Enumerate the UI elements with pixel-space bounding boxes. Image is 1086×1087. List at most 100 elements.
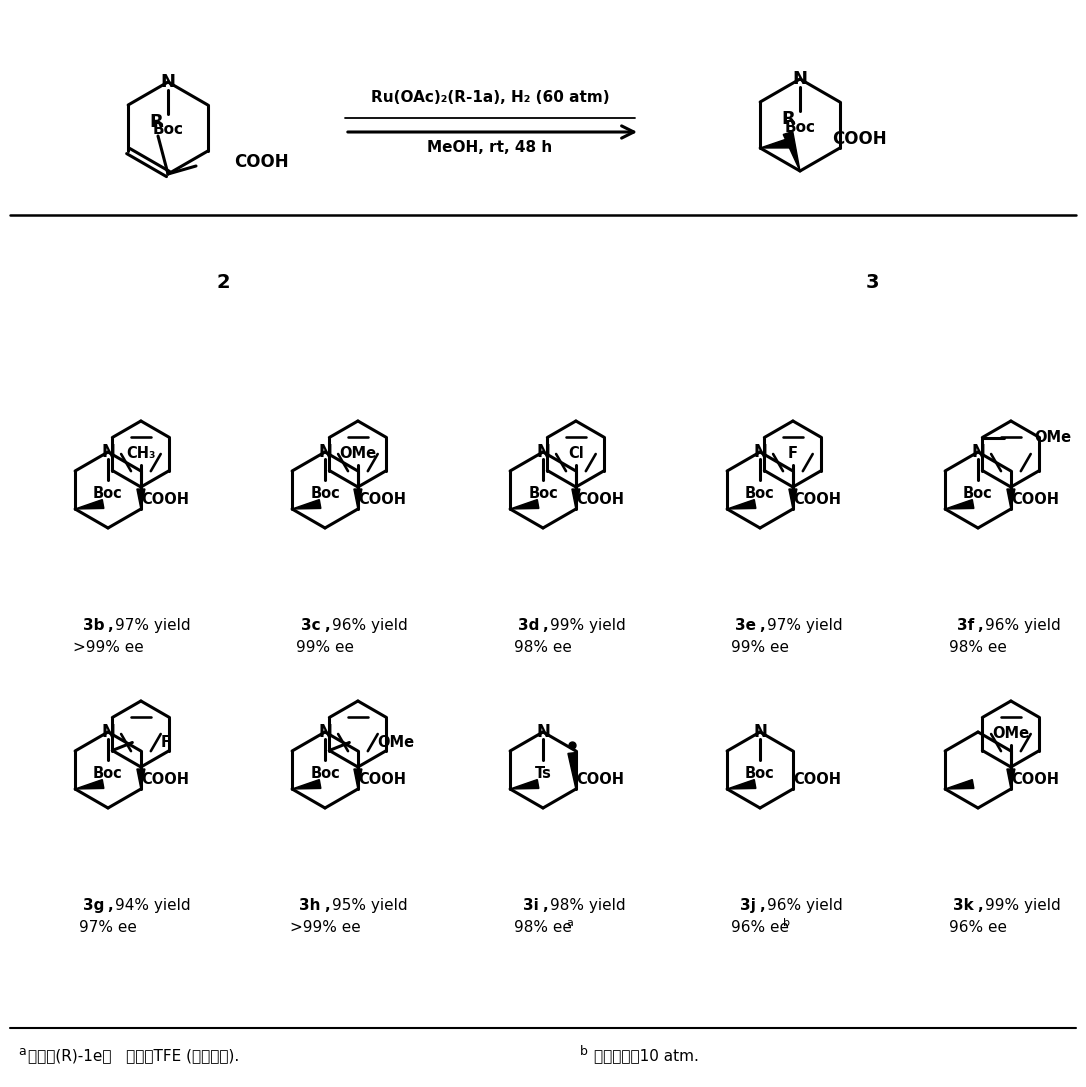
Text: Ts: Ts	[534, 766, 552, 782]
Text: 3i: 3i	[523, 898, 539, 913]
Polygon shape	[510, 779, 539, 789]
Polygon shape	[354, 769, 362, 789]
Text: 3: 3	[866, 274, 879, 292]
Text: Boc: Boc	[93, 766, 123, 782]
Text: 2: 2	[216, 274, 230, 292]
Text: Boc: Boc	[963, 487, 993, 501]
Polygon shape	[137, 489, 144, 509]
Text: 96% ee: 96% ee	[731, 920, 790, 935]
Text: 97% ee: 97% ee	[79, 920, 137, 935]
Text: ,: ,	[542, 898, 547, 913]
Text: ,: ,	[324, 619, 330, 633]
Text: 3j: 3j	[741, 898, 756, 913]
Text: ,: ,	[542, 619, 547, 633]
Polygon shape	[75, 500, 104, 509]
Polygon shape	[1007, 769, 1015, 789]
Text: CH₃: CH₃	[126, 446, 155, 461]
Text: COOH: COOH	[1011, 773, 1059, 787]
Polygon shape	[292, 779, 320, 789]
Text: N: N	[753, 723, 767, 741]
Text: Boc: Boc	[152, 123, 184, 137]
Text: 3h: 3h	[300, 898, 321, 913]
Text: Boc: Boc	[784, 120, 816, 135]
Text: Cl: Cl	[568, 446, 584, 461]
Text: 97% yield: 97% yield	[767, 619, 843, 633]
Text: COOH: COOH	[1011, 492, 1059, 508]
Text: 96% yield: 96% yield	[985, 619, 1061, 633]
Text: COOH: COOH	[358, 773, 406, 787]
Text: F: F	[161, 735, 171, 750]
Text: 98% ee: 98% ee	[514, 920, 572, 935]
Text: 94% yield: 94% yield	[115, 898, 191, 913]
Text: 3k: 3k	[954, 898, 974, 913]
Text: 配体为(R)-1e，   溶剂为TFE (三氟乙醇).: 配体为(R)-1e， 溶剂为TFE (三氟乙醇).	[28, 1048, 239, 1063]
Text: Boc: Boc	[311, 766, 340, 782]
Text: OMe: OMe	[1034, 430, 1072, 445]
Text: 96% ee: 96% ee	[949, 920, 1007, 935]
Text: COOH: COOH	[793, 773, 841, 787]
Text: Ru(OAc)₂(R-1a), H₂ (60 atm): Ru(OAc)₂(R-1a), H₂ (60 atm)	[370, 90, 609, 105]
Text: 3g: 3g	[83, 898, 104, 913]
Text: a: a	[567, 919, 573, 928]
Text: 3b: 3b	[83, 619, 104, 633]
Text: 3c: 3c	[302, 619, 321, 633]
Text: COOH: COOH	[233, 153, 289, 171]
Text: a: a	[18, 1045, 26, 1058]
Polygon shape	[1007, 489, 1015, 509]
Text: 98% yield: 98% yield	[550, 898, 626, 913]
Text: >99% ee: >99% ee	[290, 920, 361, 935]
Text: OMe: OMe	[377, 735, 415, 750]
Text: 98% ee: 98% ee	[514, 640, 572, 655]
Text: R: R	[149, 113, 163, 132]
Text: COOH: COOH	[576, 492, 624, 508]
Text: 95% yield: 95% yield	[332, 898, 407, 913]
Text: 99% ee: 99% ee	[296, 640, 354, 655]
Polygon shape	[572, 489, 580, 509]
Text: COOH: COOH	[141, 492, 189, 508]
Text: N: N	[318, 443, 332, 461]
Text: N: N	[971, 443, 985, 461]
Text: 97% yield: 97% yield	[115, 619, 191, 633]
Polygon shape	[728, 500, 756, 509]
Polygon shape	[568, 752, 576, 789]
Text: 3f: 3f	[957, 619, 974, 633]
Text: COOH: COOH	[141, 773, 189, 787]
Text: F: F	[788, 446, 798, 461]
Polygon shape	[945, 500, 974, 509]
Text: ,: ,	[759, 898, 765, 913]
Text: 96% yield: 96% yield	[767, 898, 843, 913]
Text: OMe: OMe	[993, 725, 1030, 740]
Text: 96% yield: 96% yield	[332, 619, 407, 633]
Text: Boc: Boc	[528, 487, 558, 501]
Text: N: N	[101, 723, 115, 741]
Text: N: N	[161, 73, 176, 91]
Text: Boc: Boc	[311, 487, 340, 501]
Polygon shape	[75, 779, 104, 789]
Text: ,: ,	[977, 619, 983, 633]
Text: COOH: COOH	[832, 130, 887, 148]
Text: >99% ee: >99% ee	[73, 640, 143, 655]
Text: 99% yield: 99% yield	[550, 619, 626, 633]
Polygon shape	[510, 500, 539, 509]
Text: R: R	[781, 110, 795, 128]
Text: COOH: COOH	[793, 492, 841, 508]
Text: OMe: OMe	[339, 446, 377, 461]
Text: b: b	[783, 919, 791, 928]
Text: N: N	[793, 70, 808, 88]
Text: N: N	[753, 443, 767, 461]
Text: N: N	[536, 443, 550, 461]
Polygon shape	[728, 779, 756, 789]
Text: MeOH, rt, 48 h: MeOH, rt, 48 h	[428, 140, 553, 155]
Text: ,: ,	[977, 898, 983, 913]
Text: ,: ,	[759, 619, 765, 633]
Text: 99% yield: 99% yield	[985, 898, 1061, 913]
Text: 3e: 3e	[735, 619, 756, 633]
Polygon shape	[945, 779, 974, 789]
Text: Boc: Boc	[93, 487, 123, 501]
Text: ,: ,	[324, 898, 330, 913]
Polygon shape	[354, 489, 362, 509]
Polygon shape	[788, 489, 797, 509]
Text: N: N	[101, 443, 115, 461]
Text: Boc: Boc	[745, 487, 775, 501]
Text: COOH: COOH	[576, 773, 624, 787]
